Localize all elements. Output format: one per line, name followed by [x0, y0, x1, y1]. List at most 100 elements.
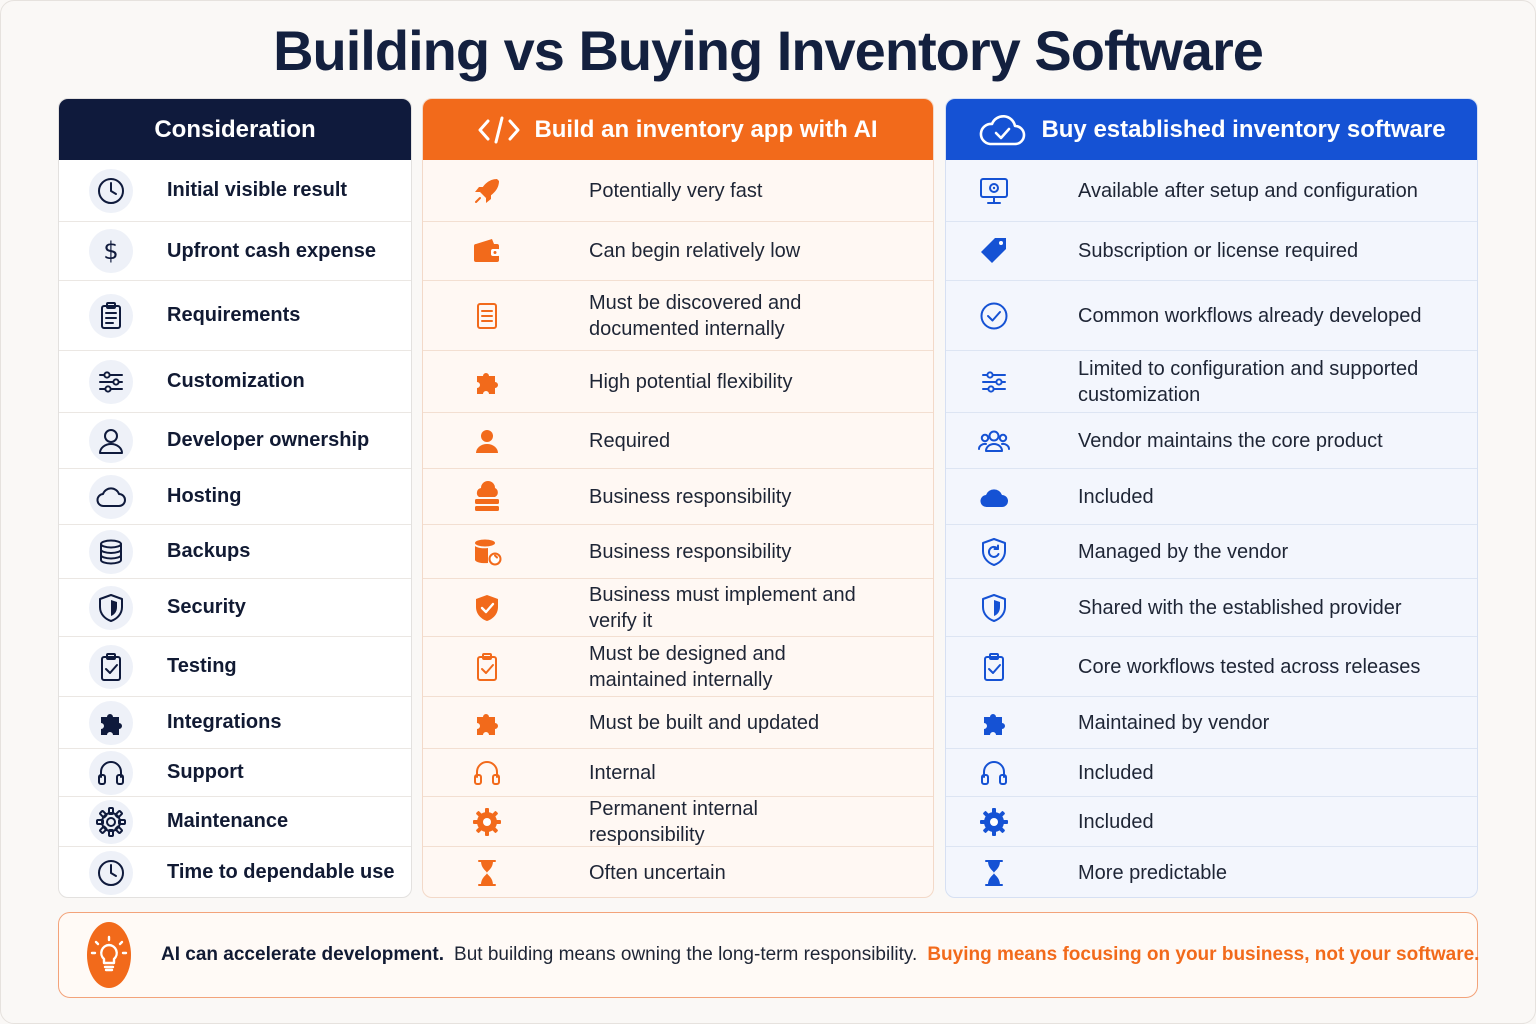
buy-label: Common workflows already developed — [1078, 304, 1422, 327]
rocket-icon — [467, 171, 507, 211]
page-title: Building vs Buying Inventory Software — [273, 19, 1264, 82]
buy-row: Core workflows tested across releases — [946, 636, 1477, 696]
cloud-server-icon — [467, 477, 507, 517]
consideration-label: Integrations — [167, 711, 282, 733]
buy-row: More predictable — [946, 846, 1477, 897]
build-row: Must be designed and maintained internal… — [423, 636, 933, 696]
consideration-row: Customization — [59, 350, 411, 412]
dollar-icon: $ — [89, 229, 133, 273]
buy-row: Included — [946, 796, 1477, 846]
buy-row: Limited to configuration and supported c… — [946, 350, 1477, 412]
gear-icon — [89, 799, 133, 844]
buy-row: Included — [946, 748, 1477, 796]
clipboard-list-icon — [89, 293, 133, 338]
build-row: Permanent internal responsibility — [423, 796, 933, 846]
build-label: Can begin relatively low — [589, 240, 801, 262]
build-label: Often uncertain — [589, 861, 726, 884]
tag-icon — [974, 231, 1014, 271]
buy-row: Managed by the vendor — [946, 524, 1477, 578]
build-label: Business responsibility — [589, 540, 792, 563]
buy-row: Shared with the established provider — [946, 578, 1477, 636]
consideration-header: Consideration — [59, 99, 411, 160]
build-row: Must be built and updated — [423, 696, 933, 748]
footer-text: AI can accelerate development. But build… — [161, 944, 1479, 966]
user-icon — [467, 421, 507, 461]
consideration-row: Requirements — [59, 280, 411, 350]
buy-row: Maintained by vendor — [946, 696, 1477, 748]
consideration-row: Backups — [59, 524, 411, 578]
consideration-label: Developer ownership — [167, 429, 370, 451]
build-label: Permanent internal responsibility — [589, 797, 758, 846]
shield-refresh-icon — [974, 532, 1014, 572]
build-label: High potential flexibility — [589, 370, 793, 393]
consideration-column: Consideration Initial visible result $ Upf… — [58, 98, 412, 898]
build-row: High potential flexibility — [423, 350, 933, 412]
build-header: Build an inventory app with AI — [423, 99, 933, 160]
hourglass-icon — [974, 853, 1014, 893]
consideration-label: Customization — [167, 370, 305, 392]
buy-label: Vendor maintains the core product — [1078, 429, 1383, 452]
build-row: Business responsibility — [423, 524, 933, 578]
cloud-icon — [974, 477, 1014, 517]
consideration-row: Developer ownership — [59, 412, 411, 468]
cloud-check-icon — [977, 113, 1027, 147]
buy-row: Subscription or license required — [946, 221, 1477, 280]
consideration-label: Hosting — [167, 485, 242, 507]
consideration-row: Time to dependable use — [59, 846, 411, 897]
buy-label: Maintained by vendor — [1078, 711, 1270, 734]
build-label: Required — [589, 429, 671, 452]
headset-icon — [974, 753, 1014, 793]
footer-highlight: Buying means focusing on your business, … — [927, 944, 1480, 965]
build-row: Internal — [423, 748, 933, 796]
sliders-icon — [974, 362, 1014, 402]
cloud-icon — [89, 474, 133, 519]
consideration-label: Time to dependable use — [167, 861, 395, 883]
check-circle-icon — [974, 296, 1014, 336]
build-row: Business must implement and verify it — [423, 578, 933, 636]
clipboard-check-icon — [89, 644, 133, 689]
buy-header: Buy established inventory software — [946, 99, 1477, 160]
build-row: Potentially very fast — [423, 160, 933, 221]
user-icon — [89, 418, 133, 463]
footer-bold: AI can accelerate development. — [161, 944, 445, 965]
headset-icon — [89, 750, 133, 795]
build-label: Must be discovered and documented intern… — [589, 291, 802, 340]
buy-label: Included — [1078, 810, 1154, 833]
build-label: Business must implement and verify it — [589, 583, 856, 632]
footer-callout: AI can accelerate development. But build… — [58, 912, 1479, 998]
headset-icon — [467, 753, 507, 793]
buy-row: Available after setup and configuration — [946, 160, 1477, 221]
buy-label: Available after setup and configuration — [1078, 179, 1418, 202]
build-column: Build an inventory app with AI Potential… — [422, 98, 934, 898]
consideration-row: Security — [59, 578, 411, 636]
buy-row: Vendor maintains the core product — [946, 412, 1477, 468]
clipboard-check-icon — [974, 647, 1014, 687]
consideration-row: Integrations — [59, 696, 411, 748]
build-row: Required — [423, 412, 933, 468]
build-label: Potentially very fast — [589, 179, 763, 202]
puzzle-icon — [89, 700, 133, 745]
consideration-row: Hosting — [59, 468, 411, 524]
footer-normal: But building means owning the long-term … — [454, 944, 918, 965]
document-list-icon — [467, 296, 507, 336]
buy-label: Included — [1078, 761, 1154, 784]
users-icon — [974, 421, 1014, 461]
build-row: Can begin relatively low — [423, 221, 933, 280]
svg-text:$: $ — [103, 237, 118, 265]
buy-row: Included — [946, 468, 1477, 524]
clock-icon — [89, 168, 133, 213]
build-row: Often uncertain — [423, 846, 933, 897]
consideration-row: Maintenance — [59, 796, 411, 846]
buy-label: Subscription or license required — [1078, 240, 1359, 262]
consideration-row: $ Upfront cash expense — [59, 221, 411, 280]
buy-label: Shared with the established provider — [1078, 596, 1402, 619]
build-label: Must be designed and maintained internal… — [589, 642, 786, 691]
lightbulb-icon — [87, 922, 131, 988]
buy-column: Buy established inventory software Avail… — [945, 98, 1478, 898]
consideration-row: Initial visible result — [59, 160, 411, 221]
buy-header-label: Buy established inventory software — [1041, 115, 1446, 143]
shield-check-icon — [467, 588, 507, 628]
shield-icon — [974, 588, 1014, 628]
buy-row: Common workflows already developed — [946, 280, 1477, 350]
hourglass-icon — [467, 853, 507, 893]
